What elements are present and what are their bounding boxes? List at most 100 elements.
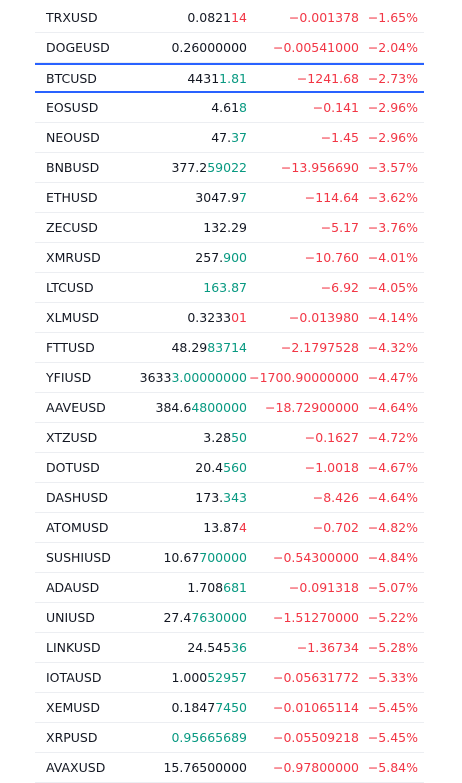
watchlist-row[interactable]: TRXUSD 0.082114 −0.001378 −1.65% [35,3,424,33]
change-percent: −5.22% [367,610,418,625]
watchlist-row[interactable]: DASHUSD 173.343 −8.426 −4.64% [35,483,424,513]
price-stable-part: 3.28 [203,430,232,445]
watchlist-row[interactable]: ZECUSD 132.29 −5.17 −3.76% [35,213,424,243]
watchlist-row[interactable]: AVAXUSD 15.76500000 −0.97800000 −5.84% [35,753,424,783]
price-changed-part: 700000 [199,550,247,565]
symbol: IOTAUSD [46,670,102,685]
price-changed-part: 7 [239,190,247,205]
change: −0.01065114 [272,700,359,715]
price-changed-part: 36 [231,640,247,655]
change-percent: −4.84% [367,550,418,565]
change-percent: −4.72% [367,430,418,445]
symbol: ATOMUSD [46,520,109,535]
watchlist-row[interactable]: LTCUSD 163.87 −6.92 −4.05% [35,273,424,303]
price-changed-part: 59022 [207,160,247,175]
change-percent: −5.28% [367,640,418,655]
change-percent: −4.64% [367,490,418,505]
watchlist-row[interactable]: YFIUSD 36333.00000000 −1700.90000000 −4.47% [35,363,424,393]
price-changed-part: 4800000 [191,400,247,415]
change: −1700.90000000 [249,370,359,385]
price-stable-part: 3047.9 [195,190,240,205]
symbol: DOGEUSD [46,40,110,55]
last-price: 15.76500000 [135,760,247,775]
change-percent: −3.62% [367,190,418,205]
price-stable-part: 384.6 [155,400,192,415]
last-price: 377.259022 [135,160,247,175]
watchlist-row[interactable]: XTZUSD 3.2850 −0.1627 −4.72% [35,423,424,453]
watchlist-row[interactable]: DOGEUSD 0.26000000 −0.00541000 −2.04% [35,33,424,63]
price-stable-part: 47. [211,130,232,145]
change: −1.51270000 [272,610,359,625]
watchlist: TRXUSD 0.082114 −0.001378 −1.65% DOGEUSD 0.26… [35,3,424,783]
last-price: 24.54536 [135,640,247,655]
symbol: TRXUSD [46,10,98,25]
last-price: 384.64800000 [135,400,247,415]
watchlist-row[interactable]: BNBUSD 377.259022 −13.956690 −3.57% [35,153,424,183]
last-price: 27.47630000 [135,610,247,625]
symbol: FTTUSD [46,340,95,355]
price-changed-part: 1.81 [219,70,247,86]
watchlist-row[interactable]: ETHUSD 3047.97 −114.64 −3.62% [35,183,424,213]
change-percent: −2.96% [367,100,418,115]
watchlist-row[interactable]: BTCUSD 44311.81 −1241.68 −2.73% [35,63,424,93]
change: −1.36734 [296,640,359,655]
change-percent: −5.07% [367,580,418,595]
watchlist-row[interactable]: SUSHIUSD 10.67700000 −0.54300000 −4.84% [35,543,424,573]
price-stable-part: 0.0821 [187,10,232,25]
watchlist-row[interactable]: XRPUSD 0.95665689 −0.05509218 −5.45% [35,723,424,753]
price-stable-part: 1.000 [171,670,208,685]
last-price: 163.87 [135,280,247,295]
price-stable-part: 257. [195,250,224,265]
watchlist-row[interactable]: UNIUSD 27.47630000 −1.51270000 −5.22% [35,603,424,633]
change-percent: −1.65% [367,10,418,25]
change-percent: −2.04% [367,40,418,55]
change: −0.00541000 [272,40,359,55]
price-stable-part: 24.545 [187,640,232,655]
price-changed-part: 52957 [207,670,247,685]
watchlist-row[interactable]: DOTUSD 20.4560 −1.0018 −4.67% [35,453,424,483]
watchlist-row[interactable]: XMRUSD 257.900 −10.760 −4.01% [35,243,424,273]
change: −0.1627 [304,430,359,445]
change-percent: −4.05% [367,280,418,295]
last-price: 48.2983714 [135,340,247,355]
last-price: 10.67700000 [135,550,247,565]
watchlist-row[interactable]: IOTAUSD 1.00052957 −0.05631772 −5.33% [35,663,424,693]
watchlist-row[interactable]: XEMUSD 0.18477450 −0.01065114 −5.45% [35,693,424,723]
symbol: LINKUSD [46,640,101,655]
price-changed-part: 83714 [207,340,247,355]
last-price: 0.082114 [135,10,247,25]
watchlist-row[interactable]: LINKUSD 24.54536 −1.36734 −5.28% [35,633,424,663]
watchlist-row[interactable]: EOSUSD 4.618 −0.141 −2.96% [35,93,424,123]
watchlist-row[interactable]: AAVEUSD 384.64800000 −18.72900000 −4.64% [35,393,424,423]
watchlist-row[interactable]: NEOUSD 47.37 −1.45 −2.96% [35,123,424,153]
change: −18.72900000 [265,400,359,415]
change: −0.97800000 [272,760,359,775]
watchlist-row[interactable]: ADAUSD 1.708681 −0.091318 −5.07% [35,573,424,603]
symbol: UNIUSD [46,610,95,625]
last-price: 20.4560 [135,460,247,475]
symbol: SUSHIUSD [46,550,111,565]
price-changed-part: 8 [239,100,247,115]
price-changed-part: 900 [223,250,247,265]
symbol: DOTUSD [46,460,100,475]
symbol: ZECUSD [46,220,98,235]
price-stable-part: 20.4 [195,460,224,475]
price-stable-part: 0.3233 [187,310,232,325]
price-stable-part: 173. [195,490,224,505]
symbol: BNBUSD [46,160,100,175]
price-changed-part: 0.95665689 [171,730,247,745]
change-percent: −4.64% [367,400,418,415]
change: −0.091318 [288,580,359,595]
change-percent: −4.32% [367,340,418,355]
watchlist-row[interactable]: ATOMUSD 13.874 −0.702 −4.82% [35,513,424,543]
change-percent: −5.45% [367,700,418,715]
last-price: 0.26000000 [135,40,247,55]
last-price: 13.874 [135,520,247,535]
price-stable-part: 10.67 [163,550,200,565]
change-percent: −4.01% [367,250,418,265]
watchlist-row[interactable]: XLMUSD 0.323301 −0.013980 −4.14% [35,303,424,333]
price-changed-part: 4 [239,520,247,535]
watchlist-row[interactable]: FTTUSD 48.2983714 −2.1797528 −4.32% [35,333,424,363]
price-changed-part: 37 [231,130,247,145]
price-stable-part: 377.2 [171,160,208,175]
